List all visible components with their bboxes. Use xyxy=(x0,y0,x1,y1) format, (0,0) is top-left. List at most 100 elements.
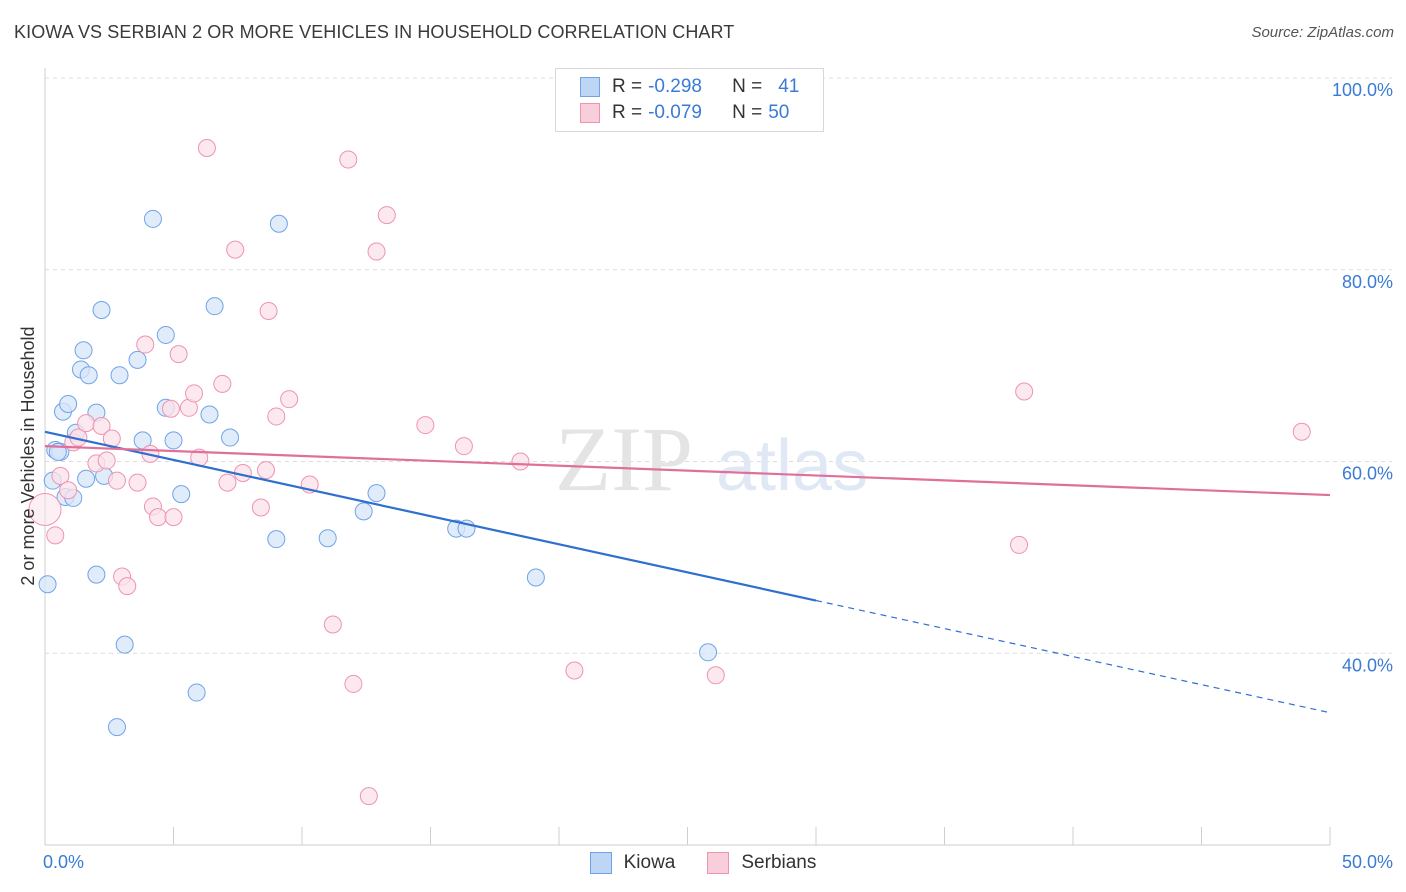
data-point xyxy=(136,335,155,354)
legend-label-serbians: Serbians xyxy=(741,852,817,873)
data-point xyxy=(699,643,718,662)
data-point xyxy=(110,366,129,385)
y-tick-label: 100.0% xyxy=(1332,80,1393,100)
data-point xyxy=(1010,535,1029,554)
data-point xyxy=(354,502,373,521)
n-value: 41 xyxy=(778,76,800,97)
correlation-legend: R = -0.298 N = 41 R = -0.079 N = 50 xyxy=(555,68,824,132)
data-point xyxy=(200,405,219,424)
data-point xyxy=(74,341,93,360)
data-points xyxy=(28,138,1311,806)
data-point xyxy=(257,461,276,480)
data-point xyxy=(511,452,530,471)
axes xyxy=(44,68,1331,846)
data-point xyxy=(218,473,237,492)
axis-labels: 40.0% 60.0% 80.0% 100.0% 0.0% 50.0% 2 or more … xyxy=(18,80,1393,872)
data-point xyxy=(259,301,278,320)
legend-swatch-kiowa xyxy=(580,77,600,97)
data-point xyxy=(149,508,168,527)
data-point xyxy=(323,615,342,634)
data-point xyxy=(1015,382,1034,401)
data-point xyxy=(205,297,224,316)
data-point xyxy=(269,214,288,233)
data-point xyxy=(706,666,725,685)
data-point xyxy=(97,451,116,470)
data-point xyxy=(128,473,147,492)
y-axis-title: 2 or more Vehicles in Household xyxy=(18,326,38,585)
x-tick-label: 50.0% xyxy=(1342,852,1393,872)
n-label: N = xyxy=(732,102,763,123)
data-point xyxy=(339,150,358,169)
data-point xyxy=(92,301,111,320)
watermark: ZIP atlas xyxy=(555,408,868,510)
data-point xyxy=(344,674,363,693)
data-point xyxy=(221,428,240,447)
r-label: R = xyxy=(612,102,643,123)
data-point xyxy=(87,565,106,584)
data-point xyxy=(164,431,183,450)
data-point xyxy=(161,399,180,418)
y-tick-label: 80.0% xyxy=(1342,272,1393,292)
data-point xyxy=(107,718,126,737)
data-point xyxy=(267,407,286,426)
legend-item-serbians: Serbians xyxy=(707,852,816,874)
legend-row-serbians: R = -0.079 N = 50 xyxy=(580,100,789,126)
legend-row-kiowa: R = -0.298 N = 41 xyxy=(580,74,799,100)
watermark-atlas: atlas xyxy=(716,426,868,506)
data-point xyxy=(280,390,299,409)
data-point xyxy=(28,492,62,526)
data-point xyxy=(454,437,473,456)
data-point xyxy=(118,577,137,596)
data-point xyxy=(164,508,183,527)
watermark-zip: ZIP xyxy=(555,408,693,510)
trend-line-extension xyxy=(815,599,1331,714)
r-value: -0.079 xyxy=(648,102,702,123)
source-label: Source: ZipAtlas.com xyxy=(1251,24,1394,41)
data-point xyxy=(213,374,232,393)
data-point xyxy=(526,568,545,587)
data-point xyxy=(38,575,57,594)
trend-lines xyxy=(44,430,1331,714)
data-point xyxy=(128,350,147,369)
data-point xyxy=(226,240,245,259)
data-point xyxy=(359,787,378,806)
data-point xyxy=(156,325,175,344)
data-point xyxy=(267,530,286,549)
data-point xyxy=(377,206,396,225)
legend-swatch-kiowa xyxy=(589,852,612,874)
data-point xyxy=(77,414,96,433)
data-point xyxy=(416,416,435,435)
data-point xyxy=(59,394,78,413)
legend-label-kiowa: Kiowa xyxy=(623,852,676,873)
trend-line xyxy=(44,430,817,602)
x-tick-label: 0.0% xyxy=(43,852,84,872)
data-point xyxy=(187,683,206,702)
y-tick-label: 40.0% xyxy=(1342,655,1393,675)
data-point xyxy=(107,471,126,490)
data-point xyxy=(169,345,188,364)
data-point xyxy=(143,209,162,228)
data-point xyxy=(367,242,386,261)
series-legend: Kiowa Serbians xyxy=(0,852,1406,874)
data-point xyxy=(59,481,78,500)
trend-line xyxy=(44,445,1331,497)
data-point xyxy=(172,485,191,504)
data-point xyxy=(565,661,584,680)
data-point xyxy=(79,366,98,385)
r-value: -0.298 xyxy=(648,76,702,97)
n-value: 50 xyxy=(768,102,790,123)
data-point xyxy=(367,484,386,503)
grid-lines xyxy=(45,77,1392,654)
y-tick-label: 60.0% xyxy=(1342,464,1393,484)
data-point xyxy=(77,469,96,488)
legend-item-kiowa: Kiowa xyxy=(589,852,676,874)
chart-title: KIOWA VS SERBIAN 2 OR MORE VEHICLES IN H… xyxy=(14,22,735,42)
data-point xyxy=(197,138,216,157)
r-label: R = xyxy=(612,76,643,97)
data-point xyxy=(92,417,111,436)
legend-swatch-serbians xyxy=(707,852,730,874)
data-point xyxy=(318,529,337,548)
data-point xyxy=(1292,422,1311,441)
data-point xyxy=(46,526,65,545)
